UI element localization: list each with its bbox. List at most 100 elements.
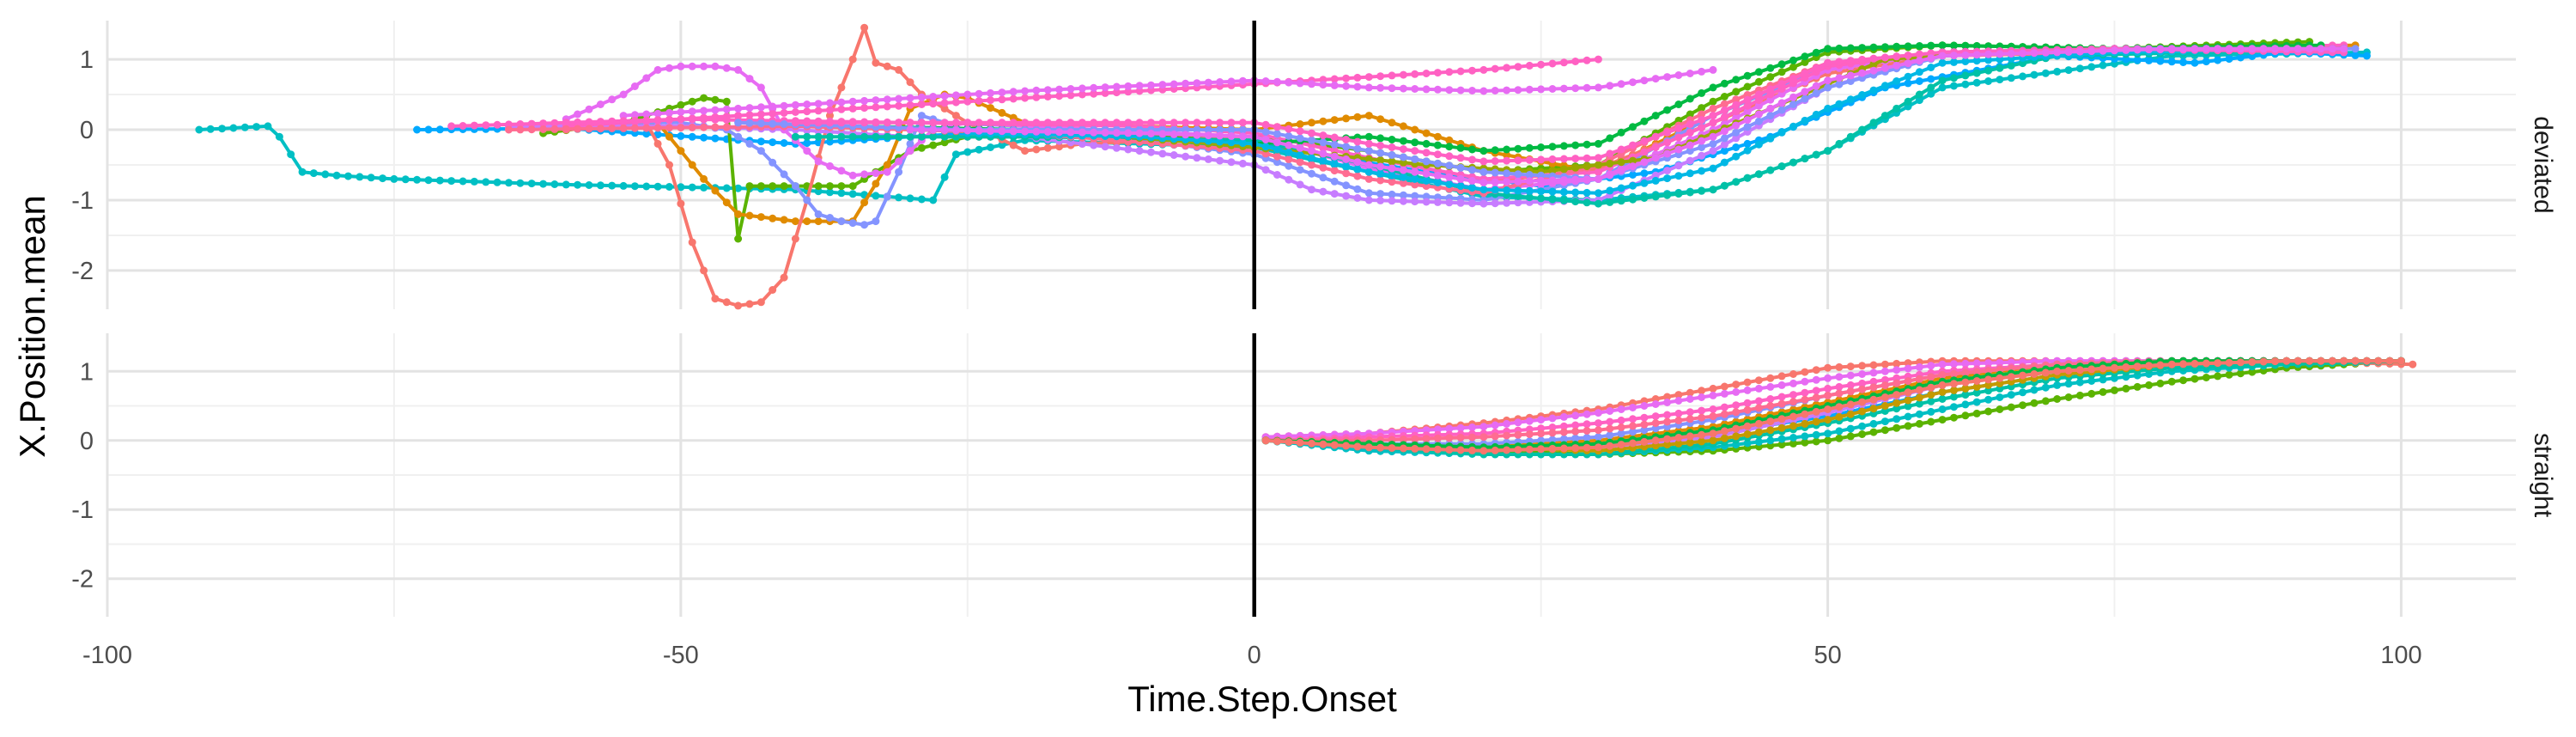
data-point: [1732, 401, 1741, 410]
data-point: [1261, 436, 1270, 445]
data-point: [2156, 379, 2165, 387]
data-point: [2340, 356, 2348, 365]
data-point: [1353, 113, 1362, 121]
data-point: [1686, 141, 1694, 149]
data-point: [1846, 432, 1855, 441]
data-point: [1009, 141, 1018, 149]
data-point: [550, 125, 559, 133]
data-point: [1078, 90, 1086, 99]
data-point: [1273, 171, 1281, 179]
data-point: [1858, 44, 1867, 52]
data-point: [1456, 198, 1465, 207]
data-point: [1043, 128, 1052, 136]
data-point: [929, 93, 938, 100]
data-point: [987, 88, 994, 97]
data-point: [2293, 356, 2302, 365]
data-point: [2236, 45, 2245, 53]
data-point: [1342, 442, 1351, 450]
data-point: [2282, 45, 2291, 53]
data-point: [447, 122, 456, 131]
data-point: [791, 132, 799, 141]
data-point: [1537, 187, 1546, 196]
data-point: [1640, 437, 1649, 446]
data-point: [1433, 69, 1442, 77]
data-point: [505, 125, 513, 134]
data-point: [963, 90, 972, 99]
data-point: [1846, 400, 1855, 409]
data-point: [1411, 435, 1419, 443]
data-point: [1766, 417, 1775, 426]
data-point: [791, 217, 799, 226]
data-point: [848, 55, 857, 64]
data-point: [1285, 175, 1293, 184]
data-point: [2075, 366, 2084, 375]
data-point: [951, 126, 960, 135]
data-point: [1021, 87, 1030, 95]
data-point: [1904, 396, 1912, 405]
data-point: [1445, 446, 1454, 454]
data-point: [1629, 195, 1637, 204]
data-point: [1732, 107, 1741, 116]
data-point: [1938, 83, 1947, 92]
data-point: [1789, 122, 1797, 131]
data-point: [1491, 87, 1499, 94]
data-point: [562, 119, 570, 127]
data-point: [1364, 443, 1373, 452]
data-point: [1972, 359, 1981, 368]
data-point: [1204, 119, 1212, 127]
data-point: [1525, 143, 1534, 152]
data-point: [1525, 171, 1534, 179]
data-point: [1216, 156, 1224, 165]
series-line: [1266, 359, 2402, 449]
data-point: [1720, 93, 1728, 100]
data-point: [1376, 83, 1385, 92]
data-point: [1754, 404, 1763, 412]
data-point: [1364, 196, 1373, 204]
data-point: [826, 112, 834, 120]
data-point: [1399, 436, 1407, 443]
data-point: [1984, 395, 1993, 404]
data-point: [1503, 169, 1511, 178]
data-point: [1880, 426, 1889, 435]
data-point: [769, 109, 777, 118]
data-point: [826, 214, 834, 222]
data-point: [1835, 139, 1844, 148]
data-point: [2087, 365, 2096, 374]
data-point: [1698, 186, 1706, 195]
data-point: [1674, 190, 1683, 198]
data-point: [1835, 44, 1844, 52]
data-point: [1227, 131, 1236, 140]
data-point: [1950, 413, 1958, 422]
data-point: [1433, 198, 1442, 206]
data-point: [951, 91, 960, 100]
data-point: [1789, 422, 1797, 430]
data-point: [848, 132, 857, 141]
data-point: [1319, 163, 1327, 172]
data-point: [1296, 166, 1304, 174]
data-point: [2133, 46, 2142, 54]
data-point: [1364, 139, 1373, 148]
data-point: [653, 139, 662, 148]
series-deviated-19: [906, 45, 2348, 186]
data-point: [2351, 45, 2360, 53]
data-point: [1880, 402, 1889, 410]
data-point: [653, 65, 662, 74]
data-point: [677, 115, 685, 124]
data-point: [2145, 56, 2154, 64]
data-point: [1617, 128, 1625, 137]
data-point: [951, 119, 960, 127]
data-point: [1170, 80, 1178, 88]
data-point: [1456, 446, 1465, 454]
data-point: [745, 211, 754, 220]
data-point: [1698, 437, 1706, 446]
data-point: [1617, 197, 1625, 205]
data-point: [1938, 416, 1947, 424]
data-point: [1503, 145, 1511, 154]
data-point: [1537, 176, 1546, 185]
data-point: [1640, 420, 1649, 429]
data-point: [906, 125, 914, 134]
data-point: [1193, 79, 1201, 88]
data-point: [1411, 168, 1419, 176]
data-point: [1846, 57, 1855, 65]
data-point: [987, 96, 994, 105]
